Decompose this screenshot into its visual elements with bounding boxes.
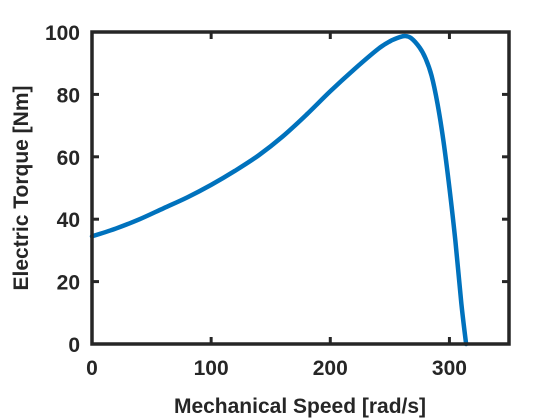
axes-box <box>90 30 511 346</box>
chart-marks <box>89 33 469 347</box>
y-tick-label: 0 <box>68 334 80 357</box>
y-tick-label: 100 <box>45 22 80 45</box>
y-tick-label: 80 <box>57 84 80 107</box>
x-tick-label: 100 <box>194 357 229 380</box>
y-tick-label: 20 <box>57 272 80 295</box>
x-tick-label: 0 <box>86 357 98 380</box>
torque-series-line <box>89 33 469 347</box>
y-axis-label: Electric Torque [Nm] <box>10 86 33 291</box>
y-tick-label: 60 <box>57 147 80 170</box>
x-axis-label: Mechanical Speed [rad/s] <box>174 395 426 418</box>
y-tick-label: 40 <box>57 209 80 232</box>
chart-ticks: 0 100 200 300 0 20 40 60 80 100 <box>45 22 509 380</box>
plot-area <box>92 32 509 344</box>
x-tick-label: 200 <box>313 357 348 380</box>
x-tick-label: 300 <box>432 357 467 380</box>
